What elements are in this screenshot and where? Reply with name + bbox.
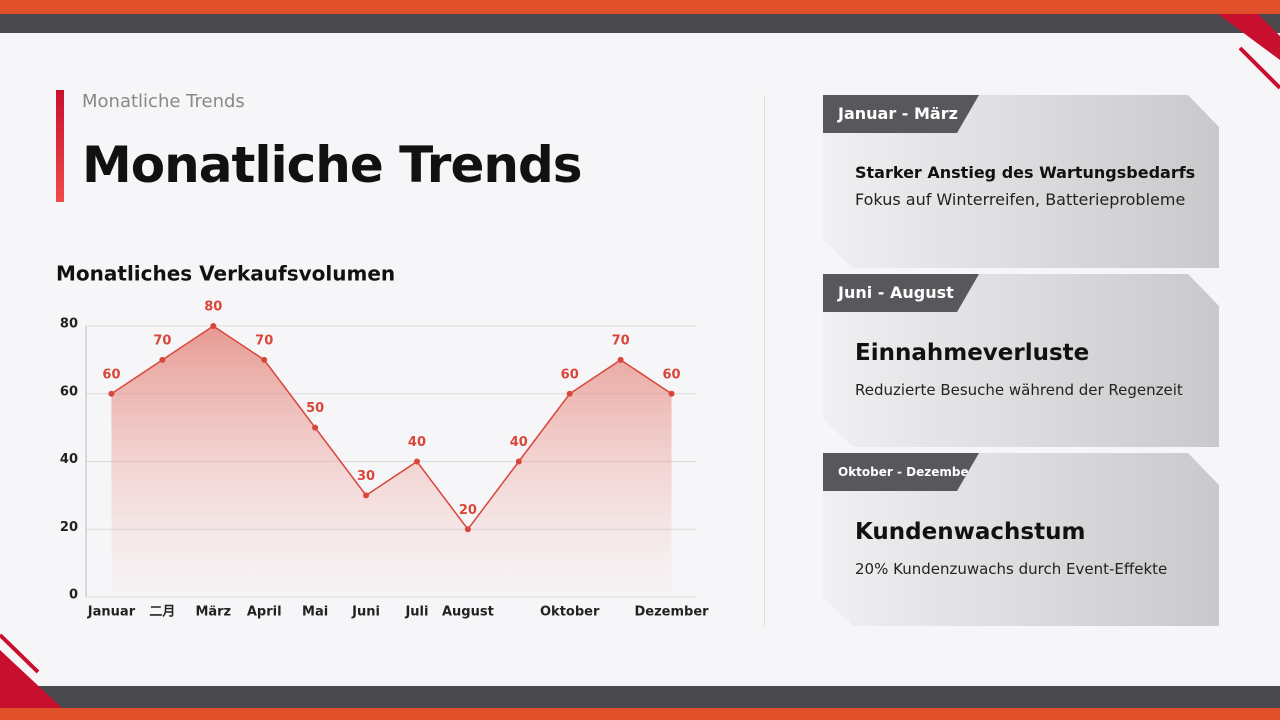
card-label: Januar - März [823,95,979,133]
divider [764,95,765,627]
value-label: 60 [102,367,120,382]
y-tick-label: 20 [60,520,78,535]
top-bar [0,0,1280,14]
y-tick-label: 40 [60,452,78,467]
corner-deco [0,633,62,708]
value-label: 60 [662,367,680,382]
x-tick-label: Oktober [540,605,600,620]
value-label: 70 [612,333,630,348]
x-tick-label: August [442,605,494,620]
title: Monatliche Trends [82,136,583,194]
chart: Monatliches Verkaufsvolumen 0 20 40 60 80 60 7… [56,262,710,620]
card: Juni - August Einnahmeverluste Reduziert… [823,274,1219,447]
y-tick-label: 0 [69,588,78,603]
point [566,390,573,397]
value-label: 40 [408,435,426,450]
x-tick-label: Mai [302,605,328,620]
value-label: 60 [561,367,579,382]
card-label: Juni - August [823,274,979,312]
card: Oktober - Dezember Kundenwachstum 20% Ku… [823,453,1219,626]
bottom-bar [0,708,1280,720]
x-tick-label: März [195,605,231,620]
value-label: 40 [510,435,528,450]
chart-title: Monatliches Verkaufsvolumen [56,262,395,286]
point [108,390,115,397]
value-label: 30 [357,469,375,484]
point [464,526,471,533]
point [312,424,319,431]
bottom-bar [0,686,1280,708]
top-bar [0,14,1280,33]
x-tick-label: Dezember [635,605,710,620]
card-text: Fokus auf Winterreifen, Batterieprobleme [855,190,1186,209]
x-tick-label: 二月 [149,605,175,620]
point [413,458,420,465]
point [159,356,166,363]
card-heading: Kundenwachstum [855,519,1086,545]
x-tick-label: Juli [404,605,428,620]
card: Januar - März Starker Anstieg des Wartun… [823,95,1219,268]
x-tick-label: April [247,605,282,620]
value-label: 70 [153,333,171,348]
subtitle: Monatliche Trends [82,91,245,112]
value-label: 20 [459,503,477,518]
accent-bar [56,90,64,202]
y-tick-label: 60 [60,384,78,399]
card-label: Oktober - Dezember [823,453,979,491]
card-heading: Einnahmeverluste [855,340,1090,366]
card-text: 20% Kundenzuwachs durch Event-Effekte [855,560,1168,578]
point [261,356,268,363]
point [363,492,370,499]
point [668,390,675,397]
point [617,356,624,363]
value-label: 50 [306,401,324,416]
line [111,325,672,531]
card-text: Reduzierte Besuche während der Regenzeit [855,381,1183,399]
point [210,323,217,329]
x-tick-label: Januar [87,605,136,620]
corner-deco [1218,14,1280,90]
x-tick-label: Juni [351,605,380,620]
value-label: 70 [255,333,273,348]
value-label: 80 [204,300,222,315]
y-tick-label: 80 [60,317,78,332]
area-fill [111,326,672,597]
card-heading: Starker Anstieg des Wartungsbedarfs [855,163,1196,182]
point [515,458,522,465]
